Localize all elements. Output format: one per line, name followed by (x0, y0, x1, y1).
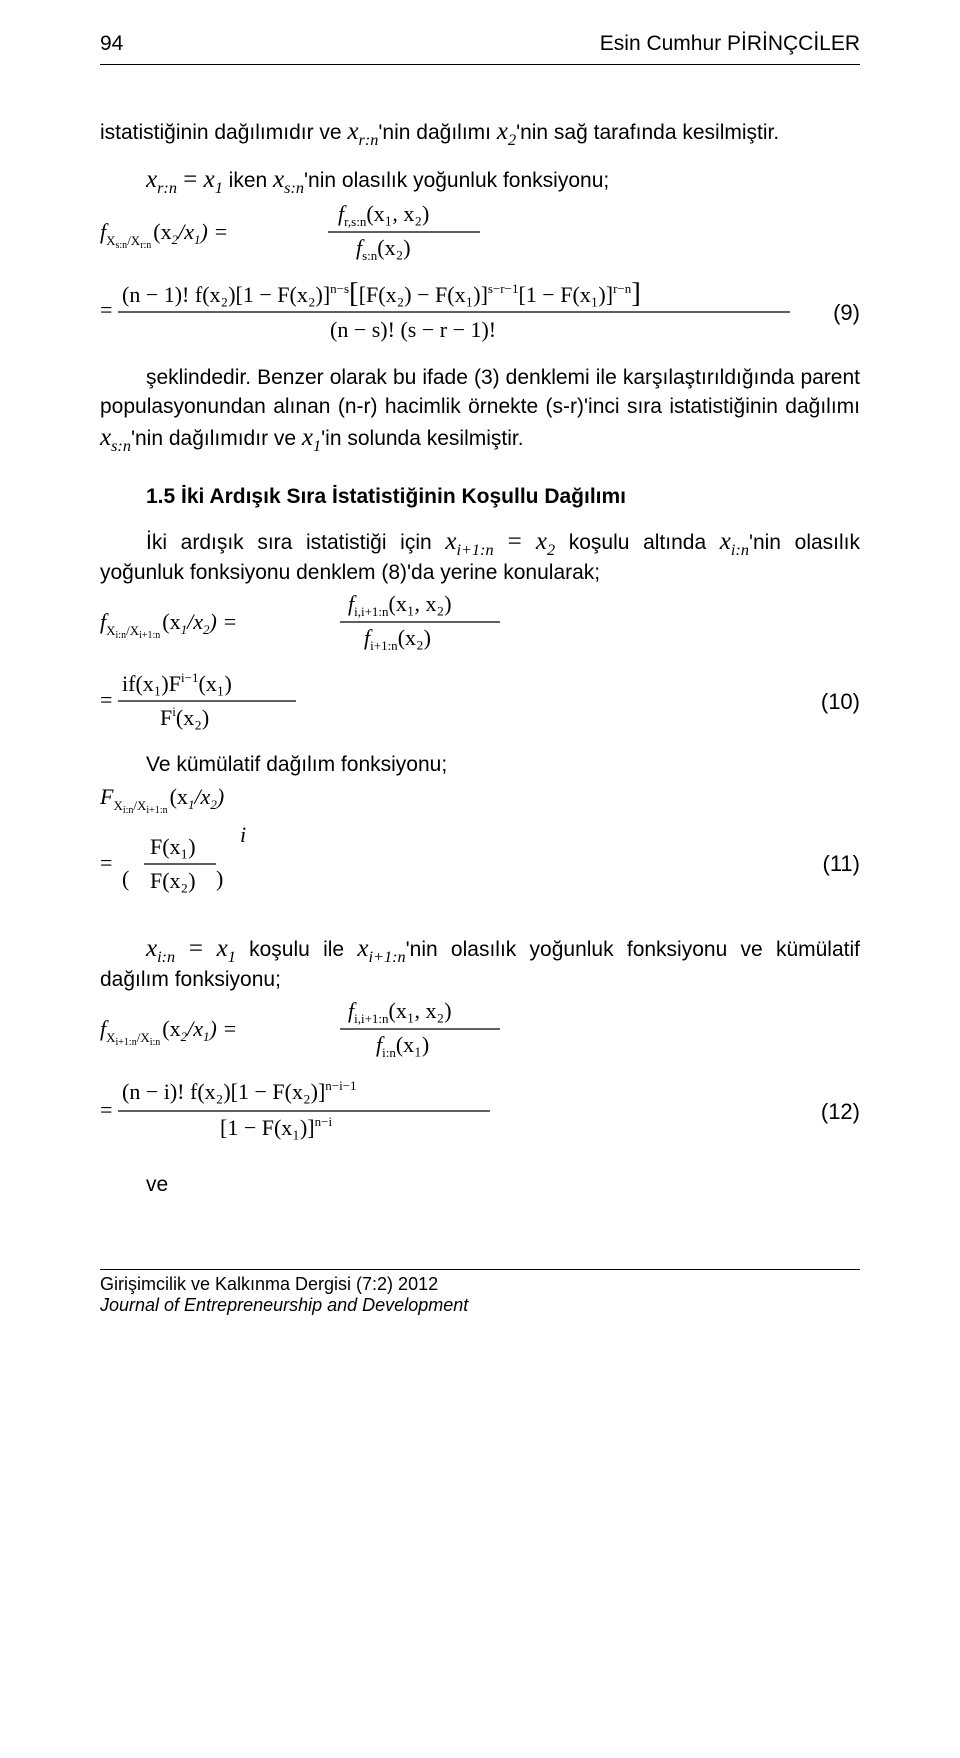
footer-rule (100, 1269, 860, 1270)
svg-text:fXi:n/Xi+1:n(x1/x2) =: fXi:n/Xi+1:n(x1/x2) = (100, 609, 237, 641)
section-heading-1-5: 1.5 İki Ardışık Sıra İstatistiğinin Koşu… (100, 483, 860, 511)
svg-text:fr,s:n(x₁, x₂): fr,s:n(x₁, x₂) (338, 201, 429, 229)
svg-text:): ) (216, 866, 223, 891)
paragraph-6: xi:n = x1 koşulu ile xi+1:n'nin olasılık… (100, 932, 860, 994)
paragraph-5: Ve kümülatif dağılım fonksiyonu; (100, 751, 860, 779)
svg-text:fXi+1:n/Xi:n(x2/x1) =: fXi+1:n/Xi:n(x2/x1) = (100, 1016, 237, 1048)
svg-text:fi,i+1:n(x₁, x₂): fi,i+1:n(x₁, x₂) (348, 998, 452, 1026)
svg-text:(n − i)! f(x₂)[1 − F(x₂)]n−i−1: (n − i)! f(x₂)[1 − F(x₂)]n−i−1 (122, 1078, 357, 1104)
svg-text:[1 − F(x₁)]n−i: [1 − F(x₁)]n−i (220, 1114, 332, 1140)
svg-text:(n − 1)! f(x₂)[1 − F(x₂)]n−s[[: (n − 1)! f(x₂)[1 − F(x₂)]n−s[[F(x₂) − F(… (122, 277, 641, 309)
svg-text:FXi:n/Xi+1:n(x1/x2): FXi:n/Xi+1:n(x1/x2) (100, 784, 224, 814)
page-header: 94 Esin Cumhur PİRİNÇCİLER (100, 30, 860, 58)
svg-text:=: = (100, 687, 112, 712)
paragraph-1: istatistiğinin dağılımıdır ve xr:n'nin d… (100, 115, 860, 149)
equation-10-line2: = if(x₁)Fi−1(x₁) Fi(x₂) (10) (100, 665, 860, 737)
svg-text:(: ( (122, 866, 129, 891)
svg-text:fi+1:n(x₂): fi+1:n(x₂) (364, 625, 431, 653)
page-footer: Girişimcilik ve Kalkınma Dergisi (7:2) 2… (100, 1274, 860, 1317)
svg-text:fXs:n/Xr:n(x2/x1) =: fXs:n/Xr:n(x2/x1) = (100, 219, 228, 251)
svg-text:fi,i+1:n(x₁, x₂): fi,i+1:n(x₁, x₂) (348, 591, 452, 619)
equation-9-line2: = (n − 1)! f(x₂)[1 − F(x₂)]n−s[[F(x₂) − … (100, 275, 860, 350)
equation-9: fXs:n/Xr:n(x2/x1) = fr,s:n(x₁, x₂) fs:n(… (100, 197, 860, 275)
svg-text:(n − s)! (s − r − 1)!: (n − s)! (s − r − 1)! (330, 317, 496, 342)
paragraph-7: ve (100, 1171, 860, 1199)
footer-line-2: Journal of Entrepreneurship and Developm… (100, 1295, 860, 1317)
equation-number-11: (11) (807, 849, 861, 879)
svg-text:F(x₂): F(x₂) (150, 868, 196, 893)
svg-text:=: = (100, 297, 112, 322)
page-number: 94 (100, 30, 123, 58)
svg-text:fi:n(x₁): fi:n(x₁) (376, 1032, 429, 1060)
equation-12-line2: = (n − i)! f(x₂)[1 − F(x₂)]n−i−1 [1 − F(… (100, 1073, 860, 1151)
svg-text:F(x₁): F(x₁) (150, 834, 196, 859)
equation-number-9: (9) (817, 298, 860, 328)
equation-number-12: (12) (805, 1097, 860, 1127)
paragraph-4: İki ardışık sıra istatistiği için xi+1:n… (100, 525, 860, 587)
svg-text:=: = (100, 1097, 112, 1122)
equation-10: fXi:n/Xi+1:n(x1/x2) = fi,i+1:n(x₁, x₂) f… (100, 587, 860, 665)
equation-12: fXi+1:n/Xi:n(x2/x1) = fi,i+1:n(x₁, x₂) f… (100, 994, 860, 1072)
svg-text:fs:n(x₂): fs:n(x₂) (356, 235, 411, 263)
equation-11: = ( F(x₁) F(x₂) ) i (11) (100, 822, 860, 906)
svg-text:Fi(x₂): Fi(x₂) (160, 704, 209, 730)
svg-text:i: i (240, 822, 246, 847)
header-rule (100, 64, 860, 65)
footer-line-1: Girişimcilik ve Kalkınma Dergisi (7:2) 2… (100, 1274, 860, 1296)
equation-11-lhs: FXi:n/Xi+1:n(x1/x2) (100, 780, 860, 822)
author-name: Esin Cumhur PİRİNÇCİLER (600, 30, 860, 58)
equation-number-10: (10) (805, 687, 860, 717)
paragraph-2: xr:n = x1 iken xs:n'nin olasılık yoğunlu… (100, 163, 860, 197)
svg-text:=: = (100, 850, 112, 875)
paragraph-3: şeklindedir. Benzer olarak bu ifade (3) … (100, 364, 860, 454)
svg-text:if(x₁)Fi−1(x₁): if(x₁)Fi−1(x₁) (122, 670, 232, 696)
